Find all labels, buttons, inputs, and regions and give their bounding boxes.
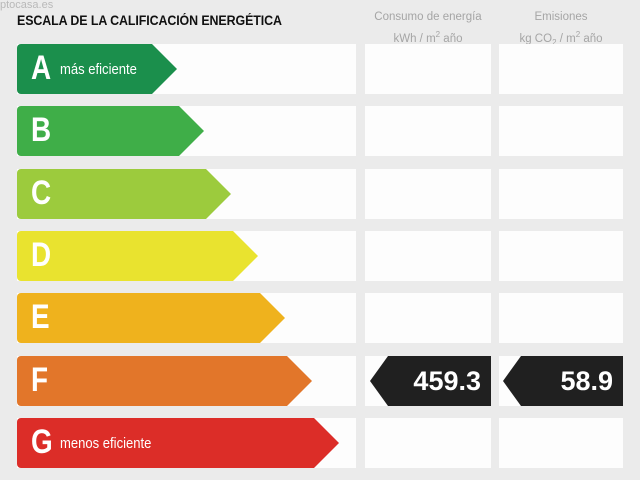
rating-arrow-b: B xyxy=(17,106,204,156)
rating-letter: C xyxy=(31,174,52,212)
rating-letter: B xyxy=(31,111,52,149)
rating-row-d: D xyxy=(0,231,640,281)
rating-letter: D xyxy=(31,236,52,274)
rating-arrow-e: E xyxy=(17,293,285,343)
emisiones-cell xyxy=(499,293,623,343)
rating-row-e: E xyxy=(0,293,640,343)
rating-arrow-f: F xyxy=(17,356,312,406)
consumo-cell xyxy=(365,231,491,281)
rating-arrow-c: C xyxy=(17,169,231,219)
emisiones-header-line1: Emisiones xyxy=(534,11,588,23)
emisiones-cell xyxy=(499,44,623,94)
emisiones-value-indicator: 58.9 xyxy=(503,356,623,406)
rating-label: menos eficiente xyxy=(60,436,152,452)
rating-letter: E xyxy=(31,298,50,336)
emisiones-cell xyxy=(499,231,623,281)
rating-label: más eficiente xyxy=(60,62,137,78)
consumo-header-unit: kWh / m2 año xyxy=(393,30,463,45)
rating-row-b: B xyxy=(0,106,640,156)
rating-letter: F xyxy=(31,361,49,399)
consumo-cell xyxy=(365,293,491,343)
rating-letter: A xyxy=(31,49,52,87)
consumo-header-line1: Consumo de energía xyxy=(374,11,482,23)
emisiones-column-header: Emisiones kg CO2 / m2 año xyxy=(499,8,623,52)
consumo-value-indicator: 459.3 xyxy=(370,356,491,406)
consumo-cell xyxy=(365,169,491,219)
emisiones-cell xyxy=(499,418,623,468)
consumo-cell xyxy=(365,44,491,94)
rating-row-c: C xyxy=(0,169,640,219)
emisiones-cell xyxy=(499,169,623,219)
emisiones-cell xyxy=(499,106,623,156)
watermark: ptocasa.es xyxy=(0,0,54,11)
rating-letter: G xyxy=(31,423,53,461)
consumo-cell xyxy=(365,106,491,156)
rating-row-f: F 459.3 58.9 xyxy=(0,356,640,406)
consumo-cell xyxy=(365,418,491,468)
rating-arrow-d: D xyxy=(17,231,258,281)
page-title: ESCALA DE LA CALIFICACIÓN ENERGÉTICA xyxy=(17,13,282,28)
consumo-column-header: Consumo de energía kWh / m2 año xyxy=(365,8,491,48)
emisiones-header-unit: kg CO2 / m2 año xyxy=(519,30,603,48)
